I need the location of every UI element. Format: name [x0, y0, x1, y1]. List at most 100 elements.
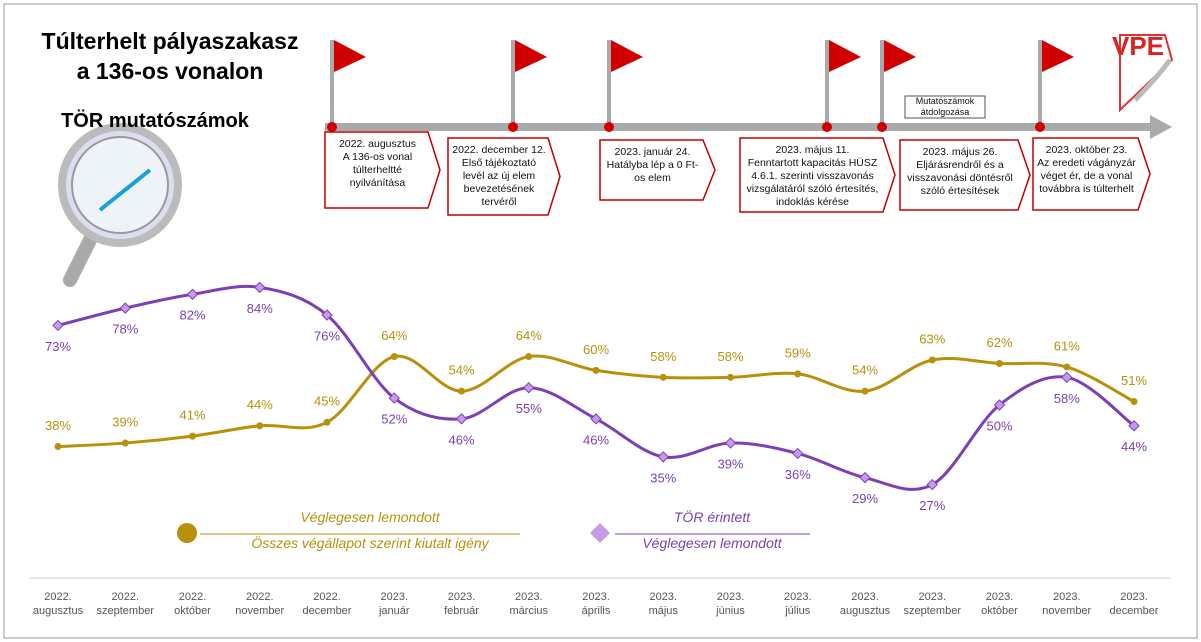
value-label: 46% [448, 432, 474, 447]
marker [859, 471, 871, 484]
marker [186, 288, 199, 300]
marker [592, 366, 600, 374]
event-box [447, 137, 561, 216]
legend-label: TÖR érintett [674, 508, 751, 525]
marker [657, 451, 669, 463]
marker [523, 381, 535, 394]
marker [996, 359, 1003, 367]
x-tick-label: 2022. augusztus [32, 591, 84, 617]
event-text: 2023. május 11. Fenntartott kapacitás HÜS… [744, 144, 881, 209]
marker [119, 302, 131, 314]
value-label: 60% [583, 342, 609, 357]
value-label: 62% [986, 335, 1012, 350]
legend-label: Véglegesen lemondott [300, 509, 440, 525]
note: Mutatószámok átdolgozása [915, 96, 975, 117]
x-tick-label: 2022. november [235, 591, 285, 617]
marker [659, 373, 667, 381]
flag [829, 40, 861, 72]
event-date: 2023. május 26. [922, 146, 998, 158]
marker [590, 413, 602, 425]
x-tick-label: 2023. december [1109, 591, 1159, 617]
value-label: 46% [583, 432, 609, 447]
value-label: 73% [45, 339, 71, 354]
event-dot [1035, 122, 1045, 132]
x-tick-label: 2023. január [378, 591, 410, 617]
marker [727, 373, 734, 381]
x-tick-label: 2022. október [174, 591, 211, 617]
x-tick-label: 2023. május [648, 591, 678, 617]
value-label: 55% [516, 401, 542, 416]
event-desc: Első tájékoztató levél az új elem beveze… [461, 157, 537, 208]
legend-label: Összes végállapot szerint kiutalt igény [251, 534, 489, 551]
event-text: 2023. január 24. Hatályba lép a 0 Ft-os e… [604, 146, 701, 185]
value-label: 44% [1121, 439, 1147, 454]
marker [254, 281, 266, 294]
value-label: 51% [1121, 373, 1147, 388]
value-label: 63% [919, 331, 945, 346]
value-label: 38% [45, 418, 71, 433]
marker [794, 370, 802, 378]
value-label: 78% [112, 322, 138, 337]
marker [390, 353, 398, 361]
value-label: 54% [852, 363, 878, 378]
marker [928, 356, 936, 364]
event-box [324, 131, 441, 209]
title: Túlterhelt pályaszakasz a 136-os vonalon [20, 26, 320, 86]
marker [388, 392, 400, 404]
marker [1063, 363, 1071, 371]
marker [189, 432, 196, 440]
value-label: 61% [1054, 338, 1080, 353]
legend-marker [590, 523, 610, 543]
marker [792, 447, 804, 460]
flag [884, 40, 916, 72]
marker [455, 413, 468, 425]
legend-label: Véglegesen lemondott [642, 535, 782, 551]
frame [3, 3, 1198, 639]
value-label: 41% [179, 408, 205, 423]
value-label: 36% [785, 467, 811, 482]
x-tick-label: 2023. augusztus [839, 591, 891, 617]
value-label: 64% [381, 328, 407, 343]
logo: VPE [1112, 31, 1164, 61]
series-line [57, 354, 1135, 449]
logo-mark [1119, 34, 1174, 113]
marker [861, 387, 869, 395]
value-label: 39% [112, 414, 138, 429]
event-date: 2023. január 24. [614, 146, 691, 158]
event-text: 2023. május 26. Eljárásrendről és a vissz… [904, 146, 1016, 198]
event-date: 2022. augusztus [338, 138, 417, 150]
event-desc: Fenntartott kapacitás HÜSZ 4.6.1. szerin… [746, 157, 879, 208]
value-label: 50% [986, 418, 1012, 433]
value-label: 58% [650, 349, 676, 364]
marker [1061, 371, 1073, 384]
value-label: 64% [516, 328, 542, 343]
event-desc: A 136-os vonal túlterheltté nyilvánítása [342, 151, 413, 189]
x-tick-label: 2023. október [981, 591, 1018, 617]
event-box [739, 137, 896, 213]
value-label: 76% [314, 328, 340, 343]
value-label: 44% [247, 397, 273, 412]
marker [458, 387, 465, 395]
title-line: a 136-os vonalon [76, 58, 264, 84]
value-label: 45% [314, 394, 340, 409]
flag [611, 40, 643, 72]
event-desc: Az eredeti vágányzár véget ér, de a vona… [1037, 157, 1136, 195]
x-tick-label: 2022. december [302, 591, 352, 617]
marker [256, 422, 264, 430]
marker [1128, 420, 1140, 432]
event-date: 2023. október 23. [1045, 144, 1128, 156]
value-label: 52% [381, 412, 407, 427]
event-dot [822, 122, 832, 132]
magnifier [58, 123, 182, 287]
series-line [57, 284, 1135, 491]
marker [1130, 398, 1138, 406]
value-label: 29% [852, 491, 878, 506]
value-label: 58% [717, 349, 743, 364]
value-label: 58% [1054, 391, 1080, 406]
x-tick-label: 2023. július [783, 591, 812, 617]
event-dot [877, 122, 887, 132]
x-tick-label: 2022. szeptember [96, 591, 154, 617]
x-tick-label: 2023. november [1042, 591, 1092, 617]
legend-marker [177, 523, 197, 543]
